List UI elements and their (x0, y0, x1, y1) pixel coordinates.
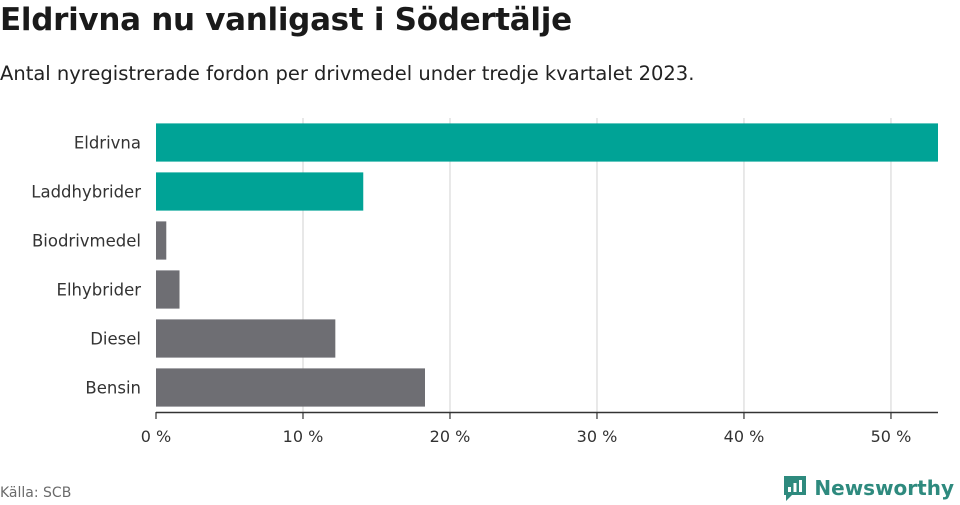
x-tick-label-3: 30 % (577, 427, 618, 446)
x-tick-label-4: 40 % (724, 427, 765, 446)
category-label-eldrivna: Eldrivna (74, 134, 141, 153)
x-tick-label-1: 10 % (283, 427, 324, 446)
bar-laddhybrider (156, 172, 364, 211)
x-tick-label-5: 50 % (871, 427, 912, 446)
bar-elhybrider (156, 270, 180, 309)
newsworthy-logo-icon (784, 476, 807, 501)
bar-bensin (156, 368, 425, 407)
x-tick-label-2: 20 % (430, 427, 471, 446)
bar-diesel (156, 319, 336, 358)
brand-name: Newsworthy (814, 476, 954, 500)
x-tick-label-0: 0 % (141, 427, 171, 446)
chart-title: Eldrivna nu vanligast i Södertälje (0, 2, 572, 38)
category-label-biodrivmedel: Biodrivmedel (32, 232, 141, 251)
bar-biodrivmedel (156, 221, 167, 260)
bar-eldrivna (156, 123, 938, 162)
category-label-bensin: Bensin (85, 379, 141, 398)
category-label-elhybrider: Elhybrider (57, 281, 142, 300)
category-label-diesel: Diesel (90, 330, 141, 349)
brand-logo: Newsworthy (782, 474, 954, 502)
chart-subtitle: Antal nyregistrerade fordon per drivmede… (0, 62, 695, 85)
category-label-laddhybrider: Laddhybrider (31, 183, 141, 202)
bar-chart: Eldrivna Laddhybrider Biodrivmedel Elhybrid… (31, 118, 938, 446)
source-note: Källa: SCB (0, 485, 72, 501)
